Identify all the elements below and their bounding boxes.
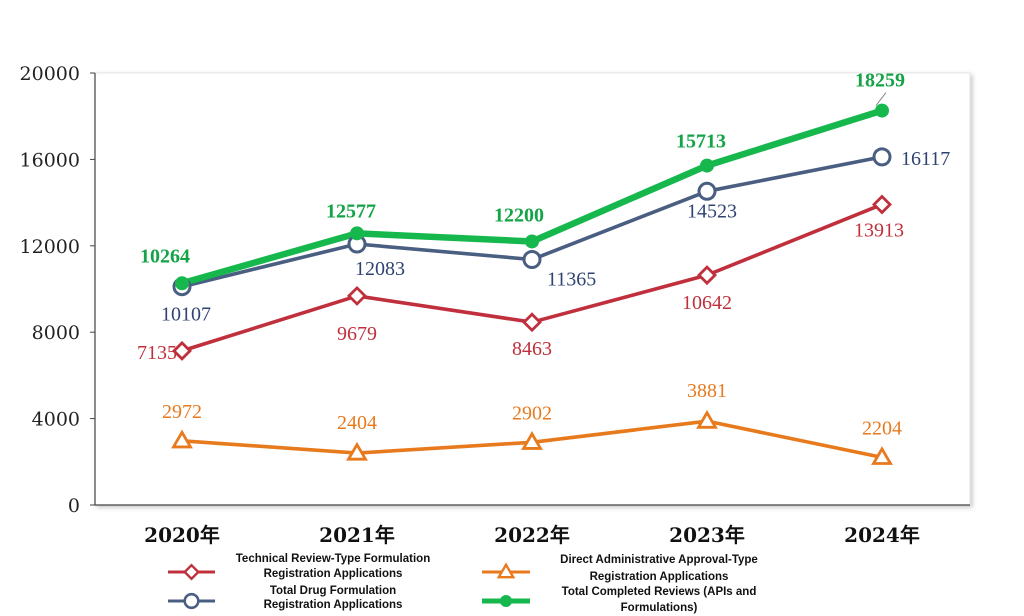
data-point-total_completed — [700, 158, 714, 173]
data-point-total_formulation — [697, 181, 717, 201]
y-ticks: 0 4000 8000 12000 16000 20000 — [20, 63, 95, 517]
data-label-direct: 2204 — [862, 417, 902, 439]
data-label-technical: 13913 — [854, 219, 904, 241]
data-point-total_completed — [875, 103, 889, 118]
data-label-total_formulation: 16117 — [901, 148, 950, 170]
legend: Technical Review-Type Formulation Registr… — [168, 553, 758, 614]
data-label-technical: 9679 — [337, 323, 377, 345]
data-point-technical — [522, 312, 542, 333]
data-point-direct — [871, 446, 893, 465]
data-label-total_completed: 15713 — [676, 131, 726, 153]
y-tick-label: 12000 — [20, 236, 80, 258]
legend-label-total_formulation: Registration Applications — [264, 599, 403, 611]
data-label-total_completed: 10264 — [140, 245, 190, 267]
data-label-total_completed: 12200 — [494, 204, 544, 226]
data-point-total_completed — [175, 276, 189, 291]
data-label-technical: 7135 — [137, 342, 177, 364]
x-tick-label: 2023年 — [669, 523, 745, 547]
y-tick-label: 4000 — [32, 409, 80, 431]
data-label-technical: 10642 — [682, 292, 732, 314]
data-point-technical — [697, 265, 717, 286]
data-point-direct — [696, 409, 718, 429]
x-tick-label: 2020年 — [144, 523, 220, 547]
x-tick-label: 2024年 — [844, 523, 920, 547]
legend-label-direct: Direct Administrative Approval-Type — [560, 554, 758, 566]
y-tick-label: 20000 — [20, 63, 80, 85]
legend-marker-direct — [496, 562, 516, 579]
legend-label-total_completed: Formulations) — [621, 602, 698, 614]
data-label-technical: 8463 — [512, 338, 552, 360]
legend-marker-total_formulation — [183, 592, 200, 610]
data-label-direct: 2972 — [162, 401, 202, 423]
data-point-total_completed — [350, 226, 364, 241]
data-label-total_formulation: 14523 — [687, 200, 737, 222]
data-label-total_completed: 12577 — [326, 200, 376, 222]
legend-label-technical: Registration Applications — [264, 568, 403, 580]
y-tick-label: 0 — [68, 495, 80, 517]
x-ticks: 2020年 2021年 2022年 2023年 2024年 — [144, 523, 920, 547]
legend-marker-total_completed — [499, 594, 513, 608]
x-tick-label: 2022年 — [494, 523, 570, 547]
data-point-total_formulation — [522, 250, 542, 270]
data-label-direct: 2902 — [512, 402, 552, 424]
data-label-total_formulation: 10107 — [161, 304, 211, 326]
legend-label-direct: Registration Applications — [590, 571, 729, 583]
data-point-total_completed — [525, 234, 539, 249]
data-label-direct: 2404 — [337, 412, 377, 434]
y-tick-label: 16000 — [20, 149, 80, 171]
legend-marker-technical — [183, 563, 200, 581]
legend-label-total_formulation: Total Drug Formulation — [270, 585, 396, 597]
legend-label-technical: Technical Review-Type Formulation — [236, 553, 430, 565]
data-point-direct — [346, 441, 368, 461]
data-label-total_formulation: 12083 — [355, 258, 405, 280]
x-tick-label: 2021年 — [319, 523, 395, 547]
data-point-technical — [872, 194, 892, 215]
data-label-direct: 3881 — [687, 380, 727, 402]
data-label-total_formulation: 11365 — [547, 269, 596, 291]
data-point-technical — [172, 340, 192, 361]
data-point-direct — [171, 429, 193, 449]
data-point-direct — [521, 431, 543, 450]
legend-label-total_completed: Total Completed Reviews (APIs and — [562, 586, 757, 598]
data-point-technical — [347, 285, 367, 306]
data-point-total_formulation — [872, 147, 892, 167]
data-labels: 2972 2404 2902 3881 2204 7135 9679 8463 10642 139… — [137, 70, 950, 440]
series-markers — [171, 103, 893, 465]
data-label-total_completed: 18259 — [855, 70, 905, 92]
y-tick-label: 8000 — [32, 322, 80, 344]
label-leader-line — [875, 92, 887, 106]
